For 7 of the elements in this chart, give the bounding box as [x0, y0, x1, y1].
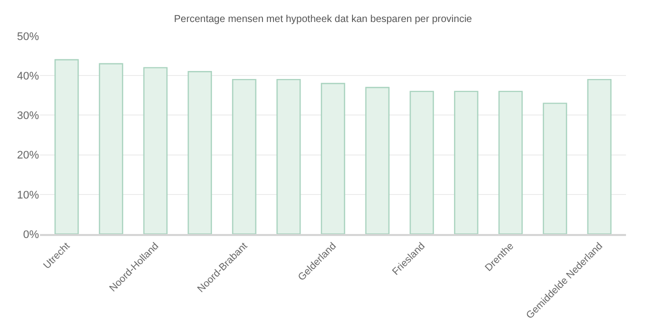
y-tick-label: 20%: [16, 150, 40, 162]
y-tick-label: 50%: [16, 30, 40, 43]
y-tick-label: 30%: [16, 110, 40, 122]
y-tick-label: 10%: [16, 189, 40, 202]
y-tick-label: 40%: [16, 70, 40, 82]
y-tick-label: 0%: [23, 228, 40, 241]
chart-title: Percentage mensen met hypotheek dat kan besparen per provincie: [174, 14, 472, 25]
